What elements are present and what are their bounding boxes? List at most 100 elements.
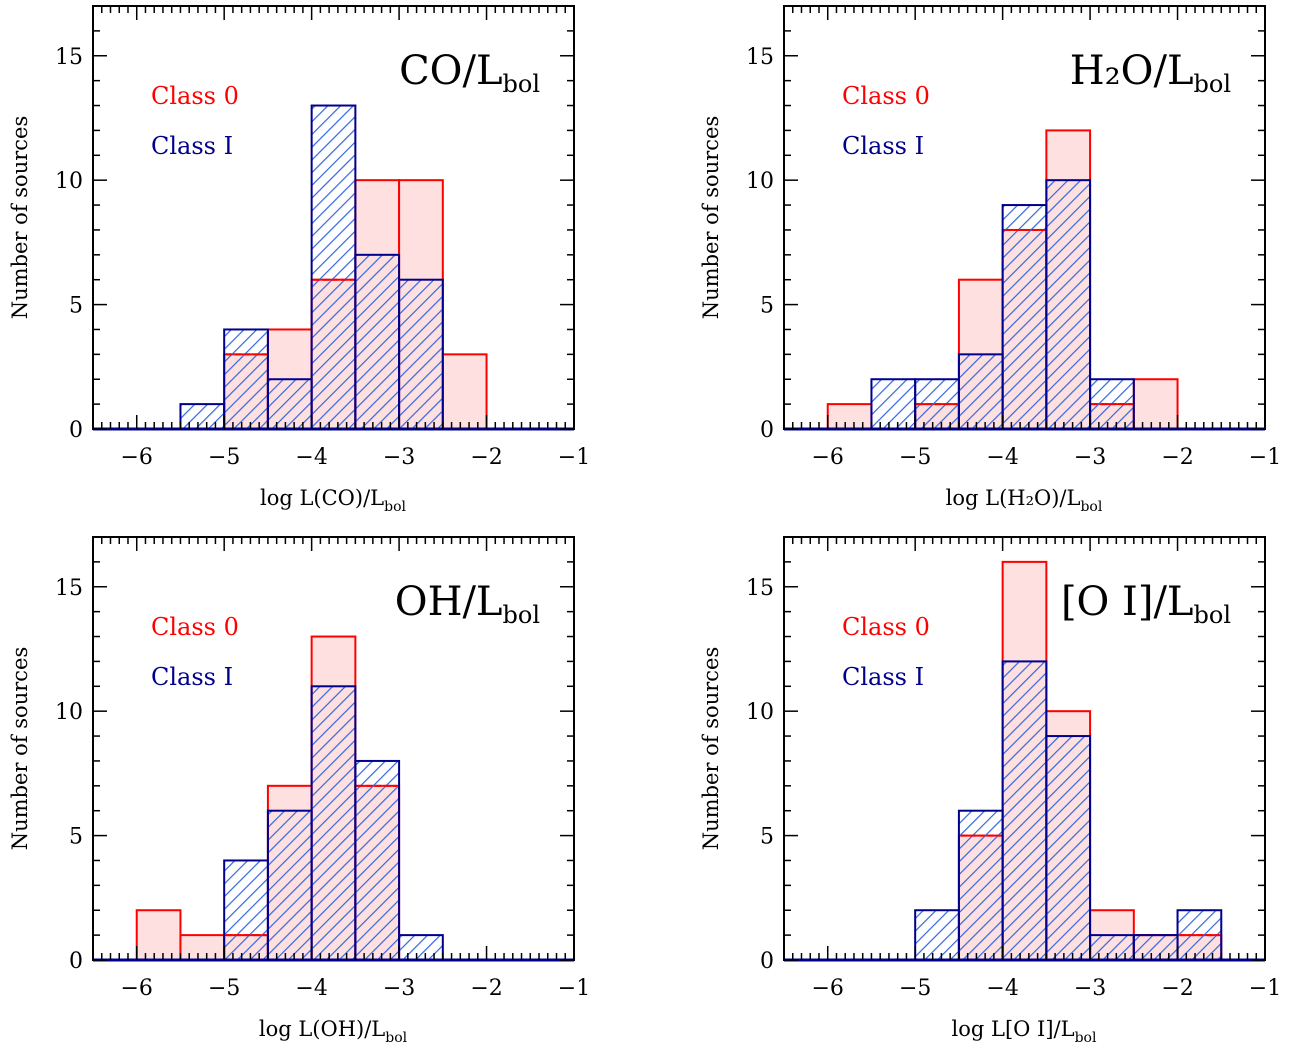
class1-bar — [398, 934, 444, 962]
x-tick-label: −1 — [558, 976, 590, 1001]
x-tick-label: −6 — [121, 445, 153, 470]
y-tick-label: 15 — [746, 45, 774, 70]
x-tick-label: −2 — [470, 976, 502, 1001]
y-tick-label: 10 — [746, 700, 774, 725]
x-tick-label: −6 — [121, 976, 153, 1001]
class1-bar — [1045, 735, 1092, 962]
x-axis-label-subscript: bol — [385, 1030, 407, 1046]
y-tick-label: 0 — [69, 949, 83, 974]
y-tick-label: 0 — [760, 418, 774, 443]
y-tick-label: 5 — [760, 825, 774, 850]
panel-title: H₂O/Lbol — [1070, 48, 1231, 98]
legend-class0: Class 0 — [842, 613, 930, 641]
x-tick-label: −2 — [1161, 976, 1193, 1001]
x-axis-label-subscript: bol — [1075, 1030, 1097, 1046]
panel-title: OH/Lbol — [395, 579, 540, 629]
class0-bar — [826, 403, 873, 430]
legend-class0: Class 0 — [842, 82, 930, 110]
x-tick-label: −2 — [1161, 445, 1193, 470]
panel-title-main: OH/L — [395, 579, 503, 625]
legend-class1: Class I — [842, 132, 924, 160]
x-tick-label: −5 — [208, 976, 240, 1001]
y-tick-label: 5 — [69, 825, 83, 850]
x-tick-label: −4 — [986, 976, 1018, 1001]
class0-bar — [179, 934, 226, 962]
x-tick-label: −1 — [1249, 445, 1281, 470]
class0-bar — [441, 353, 488, 430]
class1-bar — [266, 809, 313, 961]
x-axis-label-main: log L(CO)/L — [260, 486, 384, 510]
x-axis-label: log L[O I]/Lbol — [952, 1017, 1097, 1046]
y-axis-label: Number of sources — [8, 647, 32, 850]
x-tick-label: −5 — [899, 976, 931, 1001]
panel-title-subscript: bol — [1194, 601, 1232, 629]
panel-title-main: [O I]/L — [1061, 579, 1194, 625]
histogram-panel-1: −6 −5 −4 −3 −2 −1 0 5 10 15 Number of sources log L… — [8, 5, 590, 515]
panel-title-main: CO/L — [399, 48, 502, 94]
x-axis-label: log L(CO)/Lbol — [260, 486, 407, 515]
class1-bar — [1132, 934, 1179, 962]
y-axis-label: Number of sources — [8, 116, 32, 319]
panel-title: [O I]/Lbol — [1061, 579, 1231, 629]
x-tick-label: −1 — [558, 445, 590, 470]
class1-bar — [223, 328, 269, 430]
y-tick-label: 10 — [55, 700, 83, 725]
x-axis-label: log L(OH)/Lbol — [259, 1017, 408, 1046]
legend-class0: Class 0 — [151, 613, 239, 641]
class1-bar — [1001, 204, 1048, 430]
x-tick-label: −4 — [986, 445, 1018, 470]
y-axis-label: Number of sources — [699, 116, 723, 319]
y-tick-label: 5 — [760, 294, 774, 319]
y-tick-label: 0 — [760, 949, 774, 974]
histogram-panel-3: −6 −5 −4 −3 −2 −1 0 5 10 15 Number of sources log L… — [8, 536, 590, 1046]
class1-bar — [870, 378, 917, 430]
class1-bar — [354, 253, 401, 430]
x-tick-label: −3 — [1074, 976, 1106, 1001]
y-tick-label: 0 — [69, 418, 83, 443]
x-axis-label: log L(H₂O)/Lbol — [946, 486, 1103, 515]
class1-bar — [957, 809, 1004, 961]
x-axis-label-main: log L[O I]/L — [952, 1017, 1075, 1041]
x-axis-label-main: log L(H₂O)/L — [946, 486, 1081, 510]
y-tick-label: 10 — [55, 169, 83, 194]
legend-class1: Class I — [151, 132, 233, 160]
y-tick-label: 15 — [55, 576, 83, 601]
class1-bar — [398, 278, 444, 430]
histogram-panel-4: −6 −5 −4 −3 −2 −1 0 5 10 15 Number of sources log L… — [699, 536, 1281, 1046]
class1-bar — [310, 685, 357, 961]
x-tick-label: −4 — [295, 445, 327, 470]
legend-class1: Class I — [151, 663, 233, 691]
class1-bar — [1089, 934, 1135, 962]
class1-bar — [914, 909, 960, 961]
panel-title: CO/Lbol — [399, 48, 540, 98]
x-axis-label-main: log L(OH)/L — [259, 1017, 385, 1041]
class1-bar — [354, 759, 401, 961]
y-tick-label: 10 — [746, 169, 774, 194]
panel-title-subscript: bol — [503, 601, 541, 629]
class0-bar — [135, 909, 182, 961]
y-axis-label: Number of sources — [699, 647, 723, 850]
class0-bar — [1132, 378, 1179, 430]
x-tick-label: −6 — [812, 445, 844, 470]
panel-title-subscript: bol — [1194, 70, 1232, 98]
x-tick-label: −3 — [383, 976, 415, 1001]
class1-bar — [179, 403, 226, 430]
y-tick-label: 5 — [69, 294, 83, 319]
x-tick-label: −5 — [899, 445, 931, 470]
x-tick-label: −3 — [383, 445, 415, 470]
panel-title-main: H₂O/L — [1070, 48, 1194, 94]
histogram-panel-2: −6 −5 −4 −3 −2 −1 0 5 10 15 Number of sources log L… — [699, 5, 1281, 515]
x-tick-label: −3 — [1074, 445, 1106, 470]
x-tick-label: −5 — [208, 445, 240, 470]
class1-bar — [223, 859, 269, 961]
legend-class0: Class 0 — [151, 82, 239, 110]
x-axis-label-subscript: bol — [384, 499, 406, 515]
y-tick-label: 15 — [746, 576, 774, 601]
x-tick-label: −6 — [812, 976, 844, 1001]
x-tick-label: −4 — [295, 976, 327, 1001]
class1-bar — [266, 378, 313, 430]
legend-class1: Class I — [842, 663, 924, 691]
class1-bar — [1001, 660, 1048, 961]
class1-bar — [957, 353, 1004, 430]
